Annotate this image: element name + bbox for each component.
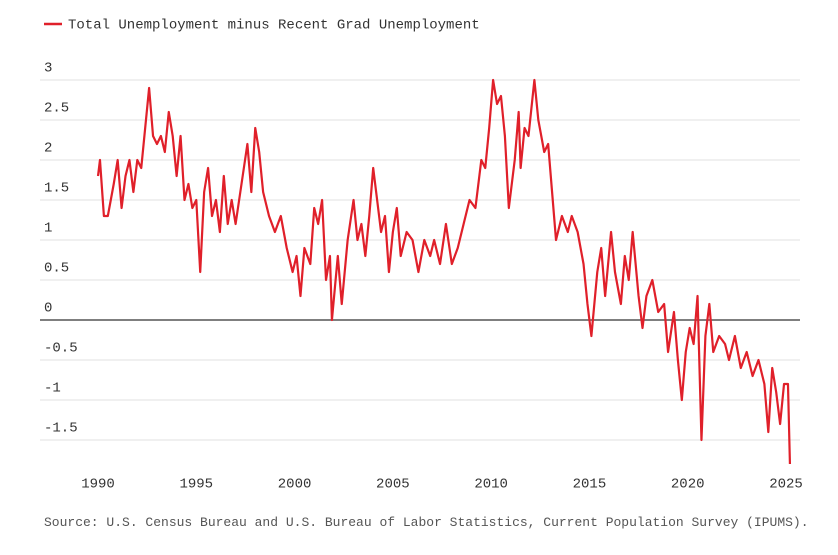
x-tick-label: 2010 <box>474 477 508 493</box>
x-tick-label: 2005 <box>376 477 410 493</box>
source-note: Source: U.S. Census Bureau and U.S. Bure… <box>44 515 809 530</box>
y-tick-label: 3 <box>44 61 52 77</box>
x-tick-label: 2000 <box>278 477 312 493</box>
y-tick-label: 2 <box>44 141 52 157</box>
data-line <box>96 78 792 465</box>
legend-label: Total Unemployment minus Recent Grad Une… <box>68 18 480 34</box>
y-tick-label: 0 <box>44 301 52 317</box>
x-tick-label: 2015 <box>573 477 607 493</box>
y-tick-label: -1.5 <box>44 421 78 437</box>
x-tick-label: 1990 <box>81 477 115 493</box>
y-tick-label: 1.5 <box>44 181 69 197</box>
x-tick-label: 1995 <box>179 477 213 493</box>
x-tick-label: 2025 <box>769 477 803 493</box>
chart: Total Unemployment minus Recent Grad Une… <box>40 18 803 493</box>
y-tick-label: -1 <box>44 381 61 397</box>
x-tick-label: 2020 <box>671 477 705 493</box>
y-tick-label: -0.5 <box>44 341 78 357</box>
y-tick-label: 0.5 <box>44 261 69 277</box>
y-tick-label: 1 <box>44 221 52 237</box>
y-tick-label: 2.5 <box>44 101 69 117</box>
